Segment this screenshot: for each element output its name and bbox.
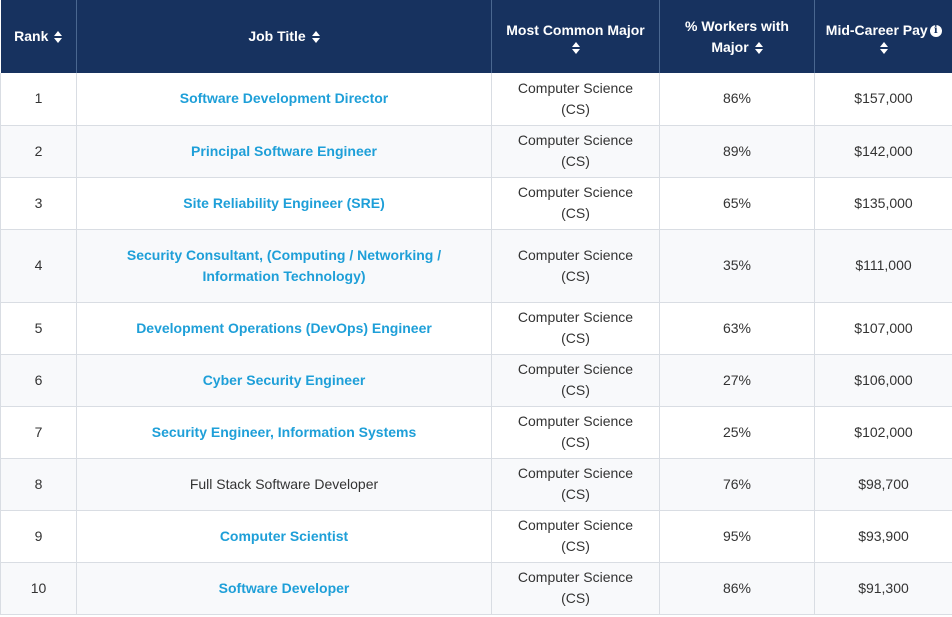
table-row: 5 Development Operations (DevOps) Enginee… (0, 302, 952, 355)
cell-major: Computer Science (CS) (491, 177, 660, 230)
sort-icon[interactable] (879, 41, 888, 54)
cell-rank: 8 (0, 458, 77, 511)
cell-rank: 4 (0, 229, 77, 303)
cell-pay: $157,000 (814, 73, 952, 126)
job-title-link[interactable]: Software Development Director (179, 90, 389, 107)
table-row: 6 Cyber Security Engineer Computer Science… (0, 354, 952, 407)
cell-pct-workers: 86% (659, 73, 815, 126)
cell-pct-workers: 95% (659, 510, 815, 563)
job-title-link[interactable]: Software Developer (218, 579, 350, 596)
cell-pay: $102,000 (814, 406, 952, 459)
cell-job-title: Software Development Director (76, 73, 492, 126)
cell-pay: $135,000 (814, 177, 952, 230)
cell-major: Computer Science (CS) (491, 458, 660, 511)
header-major-label: Most Common Major (506, 21, 645, 38)
cell-rank: 5 (0, 302, 77, 355)
cell-pay: $107,000 (814, 302, 952, 355)
cell-job-title: Cyber Security Engineer (76, 354, 492, 407)
table-body: 1 Software Development Director Computer S… (0, 73, 952, 615)
job-title-link[interactable]: Computer Scientist (219, 527, 349, 544)
cell-major: Computer Science (CS) (491, 510, 660, 563)
job-title-link[interactable]: Principal Software Engineer (191, 142, 377, 159)
header-pay-label: Mid-Career Pay (825, 21, 928, 38)
cell-major: Computer Science (CS) (491, 229, 660, 303)
header-major[interactable]: Most Common Major (491, 0, 660, 73)
cell-pay: $142,000 (814, 125, 952, 178)
cell-rank: 9 (0, 510, 77, 563)
cell-job-title: Principal Software Engineer (76, 125, 492, 178)
table-row: 10 Software Developer Computer Science (CS… (0, 562, 952, 615)
cell-major: Computer Science (CS) (491, 562, 660, 615)
cell-pct-workers: 35% (659, 229, 815, 303)
job-title-link[interactable]: Security Consultant, (Computing / Networ… (126, 246, 442, 284)
cell-pct-workers: 25% (659, 406, 815, 459)
table-row: 4 Security Consultant, (Computing / Netwo… (0, 229, 952, 303)
cell-job-title: Security Consultant, (Computing / Networ… (76, 229, 492, 303)
job-title-link[interactable]: Security Engineer, Information Systems (151, 423, 417, 440)
cell-job-title: Full Stack Software Developer (76, 458, 492, 511)
cell-pct-workers: 63% (659, 302, 815, 355)
job-title-link[interactable]: Site Reliability Engineer (SRE) (183, 194, 385, 211)
cell-pay: $91,300 (814, 562, 952, 615)
cell-pct-workers: 65% (659, 177, 815, 230)
header-rank-label: Rank (14, 28, 49, 44)
sort-icon[interactable] (311, 31, 320, 44)
cell-major: Computer Science (CS) (491, 406, 660, 459)
job-title-text: Full Stack Software Developer (189, 475, 379, 492)
cell-job-title: Software Developer (76, 562, 492, 615)
header-pct-workers[interactable]: % Workers with Major (659, 0, 815, 73)
table-row: 8 Full Stack Software Developer Computer S… (0, 458, 952, 511)
info-icon[interactable]: i (929, 24, 942, 37)
cell-rank: 3 (0, 177, 77, 230)
table-row: 3 Site Reliability Engineer (SRE) Computer… (0, 177, 952, 230)
table-row: 1 Software Development Director Computer S… (0, 73, 952, 126)
cell-pay: $111,000 (814, 229, 952, 303)
table-row: 2 Principal Software Engineer Computer Sci… (0, 125, 952, 178)
header-rank[interactable]: Rank (0, 0, 77, 73)
cell-rank: 10 (0, 562, 77, 615)
cell-job-title: Site Reliability Engineer (SRE) (76, 177, 492, 230)
cell-major: Computer Science (CS) (491, 73, 660, 126)
cell-job-title: Security Engineer, Information Systems (76, 406, 492, 459)
cell-pay: $98,700 (814, 458, 952, 511)
table-row: 7 Security Engineer, Information Systems C… (0, 406, 952, 459)
job-title-link[interactable]: Cyber Security Engineer (202, 371, 366, 388)
cell-job-title: Computer Scientist (76, 510, 492, 563)
cell-major: Computer Science (CS) (491, 125, 660, 178)
sort-icon[interactable] (754, 41, 763, 54)
cell-rank: 7 (0, 406, 77, 459)
header-job-title[interactable]: Job Title (76, 0, 492, 73)
header-pct-workers-label: % Workers with Major (685, 17, 789, 55)
sort-icon[interactable] (571, 41, 580, 54)
table-row: 9 Computer Scientist Computer Science (CS)… (0, 510, 952, 563)
cell-pct-workers: 27% (659, 354, 815, 407)
header-pay[interactable]: Mid-Career Pay i (814, 0, 952, 73)
cell-rank: 2 (0, 125, 77, 178)
cell-major: Computer Science (CS) (491, 354, 660, 407)
cell-pay: $106,000 (814, 354, 952, 407)
cell-job-title: Development Operations (DevOps) Engineer (76, 302, 492, 355)
cell-pct-workers: 86% (659, 562, 815, 615)
sort-icon[interactable] (54, 31, 63, 44)
cell-major: Computer Science (CS) (491, 302, 660, 355)
cell-rank: 6 (0, 354, 77, 407)
cell-pct-workers: 89% (659, 125, 815, 178)
job-title-link[interactable]: Development Operations (DevOps) Engineer (136, 319, 432, 336)
cell-pay: $93,900 (814, 510, 952, 563)
table-header: Rank Job Title Most Common Major % Worke… (0, 0, 952, 73)
header-job-title-label: Job Title (248, 28, 306, 44)
cell-pct-workers: 76% (659, 458, 815, 511)
cell-rank: 1 (0, 73, 77, 126)
